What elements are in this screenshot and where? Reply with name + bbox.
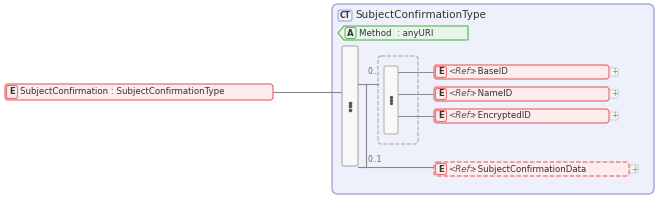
Text: Method  : anyURI: Method : anyURI bbox=[359, 29, 434, 37]
FancyBboxPatch shape bbox=[7, 86, 18, 98]
Text: : BaseID: : BaseID bbox=[472, 68, 508, 76]
Text: : NameID: : NameID bbox=[472, 89, 512, 98]
FancyBboxPatch shape bbox=[5, 84, 273, 100]
Text: <Ref>: <Ref> bbox=[448, 111, 477, 121]
Text: E: E bbox=[438, 111, 444, 121]
FancyBboxPatch shape bbox=[434, 162, 629, 176]
FancyBboxPatch shape bbox=[630, 165, 638, 173]
Text: 0..1: 0..1 bbox=[368, 68, 382, 76]
FancyBboxPatch shape bbox=[434, 109, 609, 123]
FancyBboxPatch shape bbox=[610, 112, 618, 120]
Text: E: E bbox=[9, 88, 15, 96]
FancyBboxPatch shape bbox=[436, 110, 447, 122]
FancyBboxPatch shape bbox=[434, 65, 609, 79]
FancyBboxPatch shape bbox=[436, 89, 447, 100]
Text: 0..1: 0..1 bbox=[368, 154, 382, 164]
Text: <Ref>: <Ref> bbox=[448, 68, 477, 76]
Text: +: + bbox=[631, 165, 637, 173]
Text: A: A bbox=[347, 29, 354, 37]
Text: : SubjectConfirmationData: : SubjectConfirmationData bbox=[472, 165, 586, 173]
Polygon shape bbox=[338, 26, 468, 40]
Text: : EncryptedID: : EncryptedID bbox=[472, 111, 531, 121]
Text: +: + bbox=[611, 111, 617, 121]
Text: E: E bbox=[438, 165, 444, 173]
Text: SubjectConfirmation : SubjectConfirmationType: SubjectConfirmation : SubjectConfirmatio… bbox=[20, 88, 224, 96]
FancyBboxPatch shape bbox=[332, 4, 654, 194]
Text: +: + bbox=[611, 89, 617, 98]
Text: <Ref>: <Ref> bbox=[448, 89, 477, 98]
Text: CT: CT bbox=[340, 11, 351, 20]
Text: SubjectConfirmationType: SubjectConfirmationType bbox=[355, 10, 486, 21]
Text: E: E bbox=[438, 89, 444, 98]
FancyBboxPatch shape bbox=[338, 10, 352, 21]
FancyBboxPatch shape bbox=[434, 87, 609, 101]
Text: +: + bbox=[611, 68, 617, 76]
FancyBboxPatch shape bbox=[436, 67, 447, 77]
FancyBboxPatch shape bbox=[436, 164, 447, 174]
FancyBboxPatch shape bbox=[342, 46, 358, 166]
FancyBboxPatch shape bbox=[610, 90, 618, 98]
FancyBboxPatch shape bbox=[384, 66, 398, 134]
FancyBboxPatch shape bbox=[610, 68, 618, 76]
FancyBboxPatch shape bbox=[378, 56, 418, 144]
FancyBboxPatch shape bbox=[345, 28, 356, 38]
Text: <Ref>: <Ref> bbox=[448, 165, 477, 173]
Text: E: E bbox=[438, 68, 444, 76]
